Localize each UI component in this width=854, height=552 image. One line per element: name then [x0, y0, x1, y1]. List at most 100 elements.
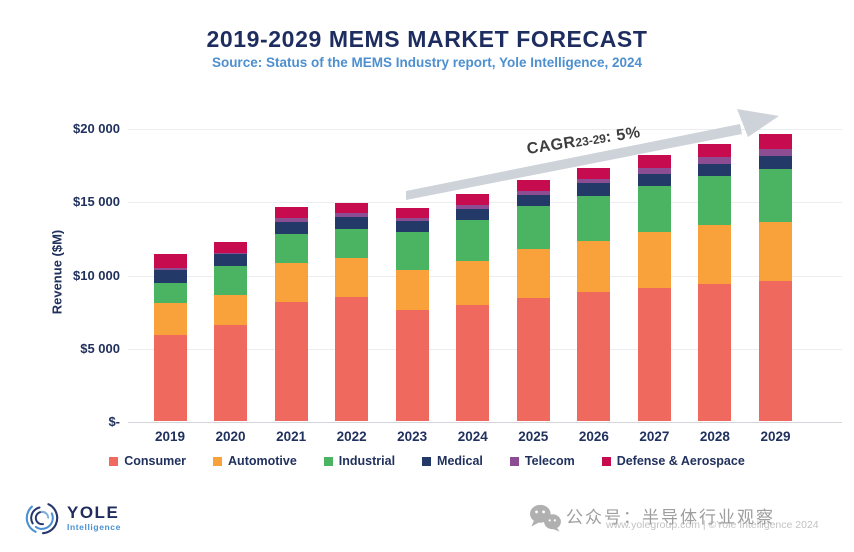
bar-2028 — [698, 143, 732, 421]
y-axis-tick-label: $15 000 — [73, 194, 120, 210]
legend-label: Medical — [437, 454, 483, 468]
bar-segment-consumer — [698, 283, 732, 421]
x-axis-tick-label: 2022 — [336, 429, 367, 444]
bar-segment-medical — [395, 221, 429, 233]
legend-swatch-icon — [213, 456, 223, 466]
bar-segment-automotive — [759, 222, 792, 282]
bar-segment-consumer — [759, 281, 792, 421]
bar-segment-defense-aerospace — [759, 133, 792, 149]
bar-segment-telecom — [335, 212, 369, 217]
watermark-cn-text: 公众号：半导体行业观察 — [566, 508, 775, 527]
bar-2029 — [759, 133, 792, 421]
bar-segment-medical — [274, 221, 308, 235]
bar-segment-automotive — [698, 225, 732, 284]
bar-segment-industrial — [153, 283, 187, 304]
bar-segment-medical — [153, 270, 187, 284]
x-axis-tick-label: 2023 — [397, 429, 428, 444]
legend-swatch-icon — [422, 456, 432, 466]
bar-segment-medical — [516, 194, 550, 207]
legend-label: Telecom — [524, 454, 575, 468]
bar-segment-defense-aerospace — [456, 193, 490, 206]
x-axis-tick-label: 2024 — [457, 429, 488, 444]
bar-segment-automotive — [153, 303, 187, 335]
bar-segment-consumer — [516, 297, 550, 421]
bar-2024 — [456, 193, 490, 421]
bar-segment-automotive — [335, 258, 369, 297]
bar-segment-defense-aerospace — [395, 208, 429, 219]
x-axis-tick-label: 2028 — [699, 429, 730, 444]
bar-segment-automotive — [214, 295, 248, 325]
bar-segment-automotive — [516, 248, 550, 298]
legend-label: Industrial — [338, 454, 396, 468]
bar-segment-automotive — [577, 241, 611, 293]
bar-segment-medical — [577, 182, 611, 197]
bar-segment-telecom — [153, 267, 187, 271]
yole-logo-swirl-icon — [25, 501, 59, 535]
bar-segment-medical — [214, 254, 248, 267]
watermark: www.yolegroup.com | ©Yole Intelligence 2… — [528, 501, 848, 541]
bar-segment-automotive — [637, 232, 671, 288]
bar-segment-consumer — [335, 296, 369, 421]
y-axis-tick-label: $20 000 — [73, 121, 120, 136]
bar-segment-medical — [335, 216, 369, 229]
legend-item: Automotive — [213, 454, 297, 468]
bar-segment-consumer — [577, 292, 611, 421]
bar-segment-defense-aerospace — [274, 207, 308, 218]
x-axis-tick-label: 2020 — [215, 429, 246, 444]
bar-2021 — [274, 207, 308, 421]
bar-segment-industrial — [395, 232, 429, 270]
bar-2022 — [335, 202, 369, 421]
bar-segment-medical — [698, 163, 732, 177]
bar-segment-defense-aerospace — [577, 167, 611, 179]
bar-segment-telecom — [214, 252, 248, 255]
legend-item: Industrial — [323, 454, 396, 468]
legend-swatch-icon — [509, 456, 519, 466]
legend-label: Defense & Aerospace — [616, 454, 745, 468]
legend-swatch-icon — [601, 456, 611, 466]
bar-2023 — [395, 208, 429, 421]
watermark-url-text: www.yolegroup.com | ©Yole Intelligence 2… — [606, 519, 819, 531]
x-axis-tick-label: 2029 — [760, 429, 791, 444]
bar-segment-consumer — [637, 287, 671, 421]
x-axis-tick-label: 2019 — [154, 429, 186, 444]
x-axis-tick-label: 2021 — [276, 429, 307, 444]
x-axis-tick-label: 2026 — [578, 429, 609, 444]
bar-segment-industrial — [577, 196, 611, 242]
legend-swatch-icon — [109, 456, 119, 466]
bar-2026 — [577, 167, 611, 421]
cagr-subscript: 23-29 — [574, 131, 607, 150]
legend: Consumer Automotive Industrial Medical Telec… — [0, 454, 854, 468]
legend-item: Medical — [422, 454, 483, 468]
y-axis-tick-label: $10 000 — [73, 267, 120, 283]
bar-segment-telecom — [698, 156, 732, 164]
yole-logo-wordmark: YOLE — [67, 503, 120, 522]
legend-item: Consumer — [109, 454, 186, 468]
bar-segment-defense-aerospace — [153, 254, 187, 268]
bar-segment-industrial — [516, 206, 550, 249]
page-subtitle: Source: Status of the MEMS Industry repo… — [211, 55, 643, 70]
bar-segment-defense-aerospace — [214, 241, 248, 253]
bar-segment-industrial — [637, 186, 671, 233]
bar-segment-medical — [456, 208, 490, 220]
bar-segment-automotive — [274, 263, 308, 302]
bar-segment-consumer — [274, 301, 308, 421]
bar-segment-telecom — [759, 148, 792, 156]
bar-2020 — [214, 241, 248, 421]
gridline — [128, 422, 842, 423]
bar-segment-industrial — [698, 176, 732, 226]
bar-segment-industrial — [214, 266, 248, 296]
bar-segment-automotive — [395, 269, 429, 311]
gridline — [128, 129, 842, 130]
bar-segment-medical — [637, 173, 671, 187]
y-axis-tick-label: $- — [108, 414, 120, 429]
bar-segment-defense-aerospace — [698, 143, 732, 157]
bar-segment-consumer — [456, 304, 490, 421]
legend-swatch-icon — [323, 456, 333, 466]
bar-segment-consumer — [395, 310, 429, 421]
y-axis-tick-label: $5 000 — [80, 340, 120, 356]
yole-logo: YOLE Intelligence — [24, 499, 121, 537]
bar-2027 — [637, 155, 671, 421]
x-axis-tick-label: 2027 — [639, 429, 670, 444]
bar-segment-telecom — [395, 218, 429, 222]
